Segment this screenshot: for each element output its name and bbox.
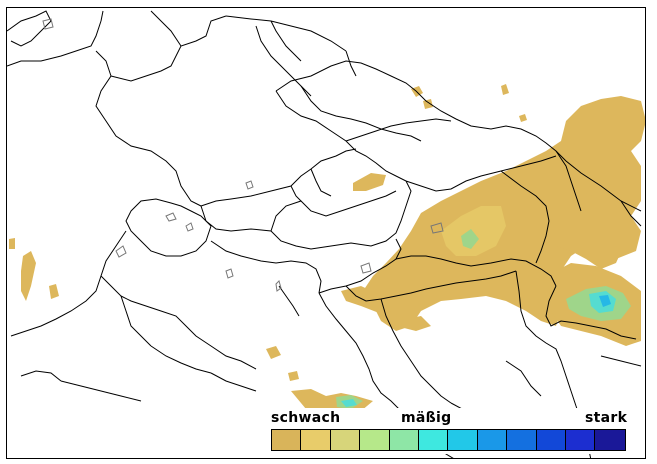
precip-area-poland	[501, 84, 509, 95]
precip-area-moderate-hungary	[461, 229, 479, 249]
legend-swatch-9	[507, 430, 537, 450]
precip-area-hungary	[363, 96, 645, 331]
precip-area-adriatic-medium	[341, 399, 357, 407]
legend-swatch-2	[301, 430, 331, 450]
legend-swatch-10	[536, 430, 566, 450]
legend-swatch-5	[389, 430, 419, 450]
precip-area-light-hungary	[441, 206, 506, 256]
legend-swatch-8	[477, 430, 508, 450]
legend-swatch-11	[565, 430, 596, 450]
intensity-legend: schwach mäßig stark	[269, 408, 645, 454]
legend-swatch-1	[272, 430, 302, 450]
precip-area-west-3	[9, 238, 15, 249]
legend-swatch-3	[330, 430, 361, 450]
legend-swatch-4	[360, 430, 390, 450]
precipitation-map: schwach mäßig stark	[6, 7, 646, 459]
precip-area-west-2	[49, 284, 59, 299]
legend-swatch-6	[418, 430, 449, 450]
precip-area-vienna	[353, 173, 386, 191]
precip-area-czech-2	[423, 99, 433, 109]
legend-swatch-12	[595, 430, 625, 450]
borders	[7, 10, 642, 458]
precip-area-south-coast-2	[288, 371, 299, 381]
legend-label-strong: stark	[585, 410, 628, 426]
legend-color-bar	[271, 429, 626, 451]
precipitation-areas	[9, 84, 645, 413]
map-canvas	[7, 10, 645, 458]
legend-swatch-7	[448, 430, 478, 450]
legend-label-moderate: mäßig	[401, 410, 452, 426]
precip-area-croatia	[341, 286, 431, 331]
precip-area-south-coast	[266, 346, 281, 359]
precip-area-west-1	[21, 251, 36, 301]
lakes	[42, 18, 444, 292]
precip-area-romania	[541, 191, 626, 269]
legend-label-weak: schwach	[271, 410, 341, 426]
precip-area-poland-2	[519, 114, 527, 122]
precip-area-strong-south	[599, 295, 611, 307]
